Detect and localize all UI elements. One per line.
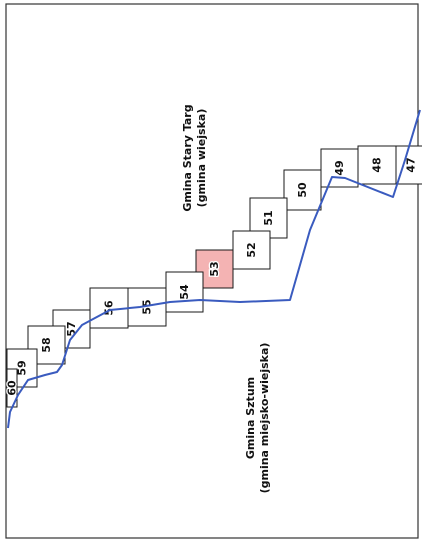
map-sheet-49[interactable]: 49 xyxy=(320,148,359,188)
map-sheet-50[interactable]: 50 xyxy=(283,169,322,211)
region-name-stary-targ: Gmina Stary Targ xyxy=(181,104,194,211)
map-sheet-52[interactable]: 52 xyxy=(232,230,271,270)
map-sheet-48[interactable]: 48 xyxy=(357,145,397,185)
sheet-number-50: 50 xyxy=(296,182,309,198)
sheet-number-47: 47 xyxy=(405,157,418,172)
sheet-rect-54[interactable] xyxy=(165,271,204,313)
sheet-number-48: 48 xyxy=(371,157,384,172)
sheet-number-53: 53 xyxy=(208,261,221,276)
sheet-number-59: 59 xyxy=(16,360,29,375)
region-type-sztum: (gmina miejsko-wiejska) xyxy=(258,343,271,494)
sheet-number-51: 51 xyxy=(262,210,275,225)
sheet-number-55: 55 xyxy=(141,299,154,314)
sheet-rect-52[interactable] xyxy=(232,230,271,270)
region-label-stary-targ: Gmina Stary Targ (gmina wiejska) xyxy=(181,104,208,211)
municipal-boundary-line xyxy=(7,109,421,429)
sheet-rect-50[interactable] xyxy=(283,169,322,211)
map-sheet-59[interactable]: 59 xyxy=(6,348,38,388)
sheet-number-52: 52 xyxy=(245,242,258,257)
region-name-sztum: Gmina Sztum xyxy=(244,377,257,459)
sheet-number-49: 49 xyxy=(333,160,346,175)
sheet-rect-48[interactable] xyxy=(357,145,397,185)
region-label-sztum: Gmina Sztum (gmina miejsko-wiejska) xyxy=(244,343,271,494)
sheet-number-57: 57 xyxy=(65,321,78,336)
region-type-stary-targ: (gmina wiejska) xyxy=(195,109,208,208)
map-border xyxy=(5,3,419,539)
map-sheet-60[interactable]: 60 xyxy=(4,368,20,408)
sheet-number-54: 54 xyxy=(178,284,191,300)
map-sheet-54[interactable]: 54 xyxy=(165,271,204,313)
sheet-number-58: 58 xyxy=(40,337,53,352)
sheet-number-60: 60 xyxy=(6,380,19,396)
